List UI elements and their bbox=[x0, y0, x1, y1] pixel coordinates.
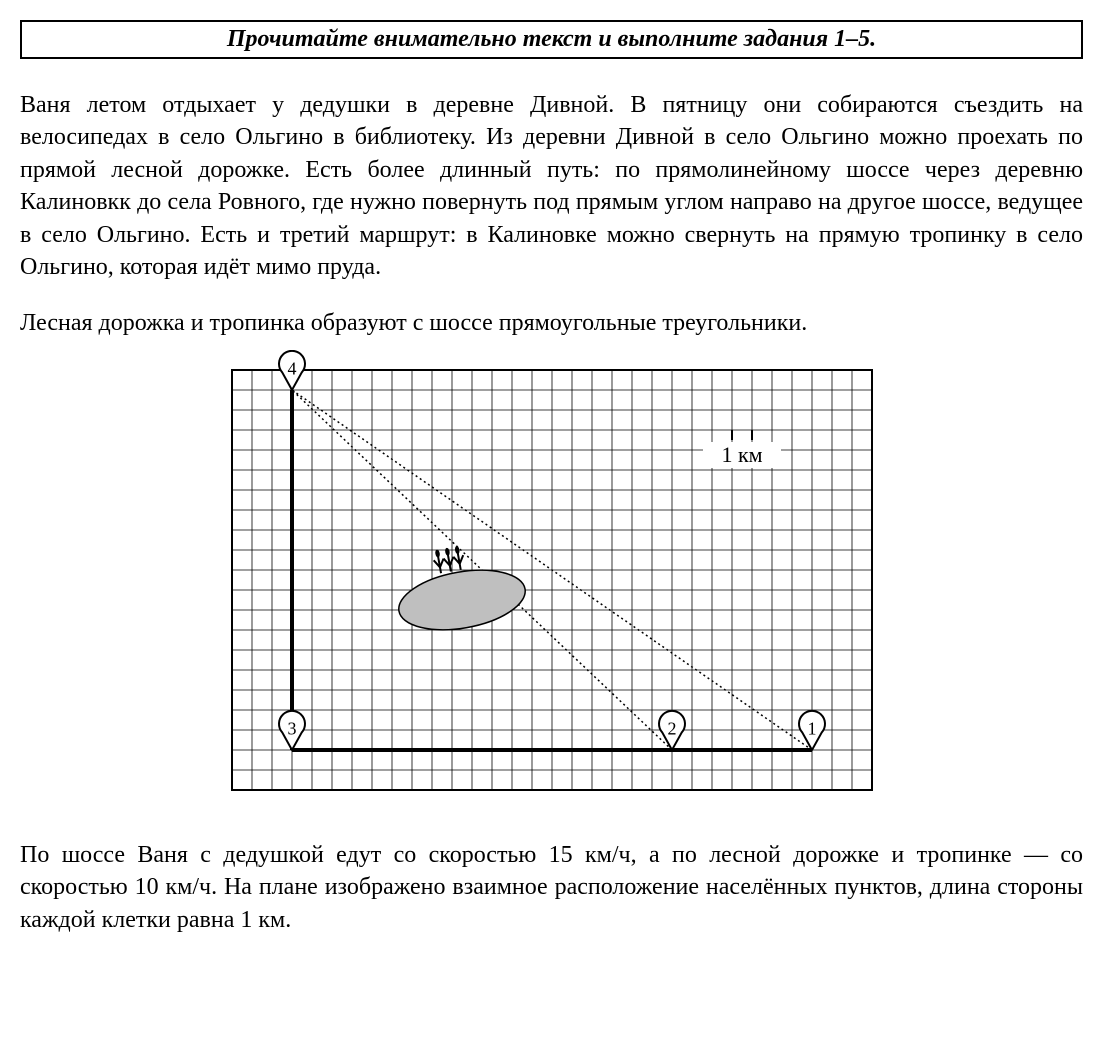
paragraph-2: Лесная дорожка и тропинка образуют с шос… bbox=[20, 307, 1083, 339]
map-diagram: 1 км 1 2 3 4 bbox=[212, 350, 892, 810]
instruction-box: Прочитайте внимательно текст и выполните… bbox=[20, 20, 1083, 59]
instruction-text: Прочитайте внимательно текст и выполните… bbox=[227, 26, 876, 52]
map-diagram-container: 1 км 1 2 3 4 bbox=[20, 350, 1083, 815]
map-pin-label: 4 bbox=[287, 358, 296, 378]
map-pin-label: 2 bbox=[667, 718, 676, 738]
map-pin-label: 3 bbox=[287, 718, 296, 738]
paragraph-1: Ваня летом отдыхает у дедушки в деревне … bbox=[20, 89, 1083, 283]
map-pin-label: 1 bbox=[807, 718, 816, 738]
paragraph-3: По шоссе Ваня с дедушкой едут со скорост… bbox=[20, 839, 1083, 936]
svg-text:1 км: 1 км bbox=[721, 442, 762, 467]
